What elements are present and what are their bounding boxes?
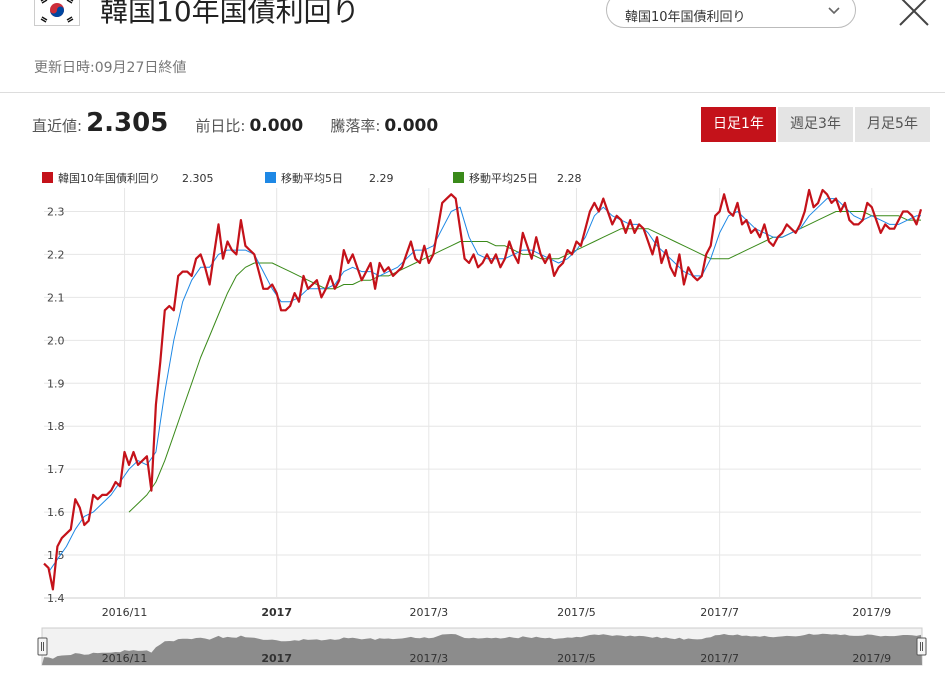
- latest-value: 2.305: [86, 108, 169, 138]
- main-yield-line: [43, 188, 923, 591]
- legend-swatch: [453, 172, 464, 183]
- navigator-handle-right[interactable]: [916, 637, 927, 656]
- updated-timestamp: 更新日時:09月27日終値: [34, 60, 187, 76]
- legend-label: 移動平均5日: [281, 171, 343, 185]
- legend-swatch: [42, 172, 53, 183]
- instrument-select[interactable]: 韓国10年国債利回り: [606, 0, 856, 28]
- x-tick-label: 2017/9: [852, 606, 891, 619]
- y-tick-label: 1.7: [47, 463, 65, 476]
- tab-daily-1y[interactable]: 日足1年: [701, 107, 776, 142]
- legend-label: 移動平均25日: [469, 171, 538, 185]
- navigator-area: [42, 633, 922, 665]
- y-tick-label: 1.4: [47, 592, 65, 605]
- header-divider: [0, 92, 945, 93]
- x-tick-label: 2017/7: [700, 606, 739, 619]
- x-tick-label: 2017: [261, 606, 292, 619]
- navigator-tick-label: 2017: [261, 652, 292, 665]
- navigator-tick-label: 2017/9: [852, 652, 891, 665]
- close-icon[interactable]: [897, 0, 931, 28]
- change-value: 0.000: [249, 116, 304, 136]
- yield-chart: 韓国10年国債利回り 2.305 移動平均5日 2.29 移動平均25日 2.28 1.4…: [37, 171, 927, 666]
- instrument-select-value: 韓国10年国債利回り: [625, 10, 746, 25]
- y-tick-label: 2.0: [47, 334, 65, 347]
- legend-value: 2.29: [369, 172, 394, 185]
- navigator-tick-label: 2017/5: [557, 652, 596, 665]
- y-tick-label: 1.9: [47, 377, 65, 390]
- legend-label: 韓国10年国債利回り: [58, 171, 160, 185]
- navigator-tick-label: 2017/3: [409, 652, 448, 665]
- y-tick-label: 2.3: [47, 205, 65, 218]
- latest-label: 直近値:: [32, 117, 83, 135]
- tab-monthly-5y[interactable]: 月足5年: [855, 107, 930, 142]
- x-tick-label: 2016/11: [102, 606, 148, 619]
- y-tick-label: 1.6: [47, 506, 65, 519]
- legend-swatch: [265, 172, 276, 183]
- y-tick-label: 1.8: [47, 420, 65, 433]
- rate-value: 0.000: [384, 116, 439, 136]
- ma25-line: [128, 211, 921, 513]
- y-tick-label: 2.2: [47, 248, 65, 261]
- page-title: 韓国10年国債利回り: [100, 0, 360, 28]
- change-label: 前日比:: [195, 117, 246, 135]
- legend-value: 2.305: [182, 172, 214, 185]
- navigator-handle-left[interactable]: [37, 637, 48, 656]
- x-tick-label: 2017/3: [409, 606, 448, 619]
- navigator-tick-label: 2017/7: [700, 652, 739, 665]
- south-korea-flag-icon: [34, 0, 80, 26]
- navigator-tick-label: 2016/11: [102, 652, 148, 665]
- x-tick-label: 2017/5: [557, 606, 596, 619]
- stats-row: 直近値: 2.305 前日比: 0.000 騰落率: 0.000: [32, 108, 438, 138]
- period-tabs: 日足1年 週足3年 月足5年: [701, 107, 932, 142]
- chevron-down-icon: [828, 7, 840, 15]
- y-tick-label: 2.1: [47, 291, 65, 304]
- tab-weekly-3y[interactable]: 週足3年: [778, 107, 853, 142]
- legend-value: 2.28: [557, 172, 582, 185]
- rate-label: 騰落率:: [330, 117, 381, 135]
